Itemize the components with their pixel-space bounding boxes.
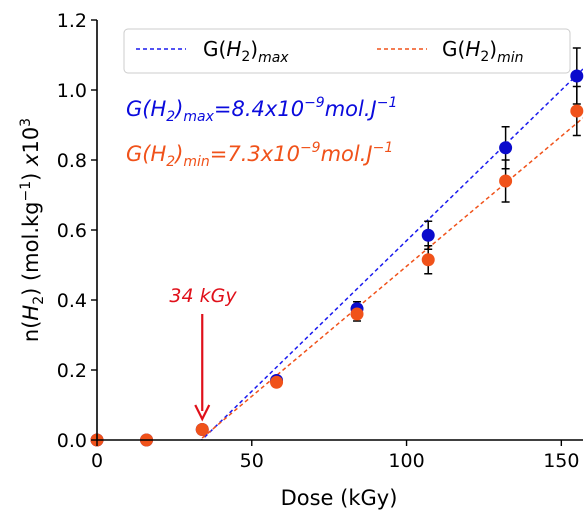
legend-box xyxy=(123,28,571,74)
y-tick-label: 0.8 xyxy=(57,150,87,172)
data-point-gmin xyxy=(499,174,513,188)
x-axis-title: Dose (kGy) xyxy=(281,486,398,510)
y-tick-label: 1.0 xyxy=(57,80,87,102)
threshold-arrow xyxy=(194,314,211,422)
y-tick-label: 1.2 xyxy=(57,10,87,32)
x-tick-label: 50 xyxy=(240,450,264,472)
data-point-gmax xyxy=(499,141,513,155)
y-tick-label: 0.2 xyxy=(57,360,87,382)
x-tick-label: 150 xyxy=(543,450,579,472)
annotation-gmax: G(H2)max=8.4x10−9mol.J−1 xyxy=(126,95,397,125)
data-point-gmin xyxy=(421,253,435,267)
x-tick-label: 100 xyxy=(388,450,424,472)
annotation-threshold-label: 34 kGy xyxy=(169,285,237,307)
y-tick-label: 0.0 xyxy=(57,430,87,452)
y-tick-label: 0.6 xyxy=(57,220,87,242)
data-point-gmax xyxy=(421,228,435,242)
data-point-gmin xyxy=(195,423,209,436)
fit-line-gmax xyxy=(200,68,583,440)
legend: G(H2)max G(H2)min xyxy=(123,28,571,74)
x-tick-label: 0 xyxy=(91,450,103,472)
fit-line-gmin xyxy=(198,117,583,440)
data-point-gmax xyxy=(570,69,584,83)
data-points xyxy=(90,69,584,447)
legend-label-gmax: G(H2)max xyxy=(203,37,289,66)
y-tick-label: 0.4 xyxy=(57,290,87,312)
data-point-gmin xyxy=(270,375,284,389)
ticks: 0 50 100 150 0.0 0.2 0.4 0.6 0.8 1.0 1.2 xyxy=(57,10,580,472)
threshold-arrow-head xyxy=(194,404,211,422)
data-point-gmin xyxy=(570,104,584,118)
fit-lines xyxy=(198,68,583,440)
y-axis-title: n(H2) (mol.kg−1) x103 xyxy=(18,118,47,342)
data-point-gmin xyxy=(350,307,364,321)
legend-label-gmin: G(H2)min xyxy=(442,37,524,66)
axes xyxy=(96,20,583,441)
annotation-gmin: G(H2)min=7.3x10−9mol.J−1 xyxy=(126,140,393,170)
